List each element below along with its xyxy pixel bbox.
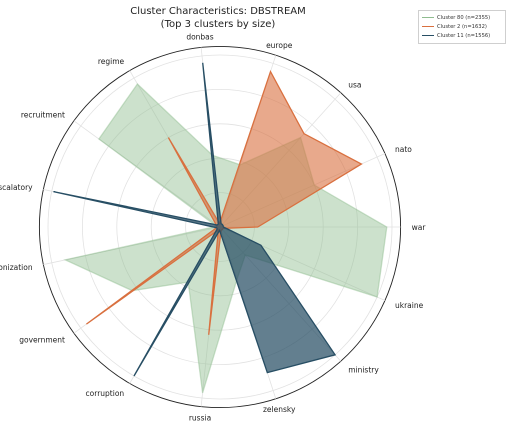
legend-label: Cluster 11 (n=1556) xyxy=(437,32,491,39)
radar-series xyxy=(53,62,388,394)
legend-item-cluster-80: Cluster 80 (n=2355) xyxy=(422,13,502,22)
axis-label-regime: regime xyxy=(98,57,125,66)
legend-label: Cluster 80 (n=2355) xyxy=(437,14,491,21)
axis-label-war: war xyxy=(412,223,427,232)
axis-label-ministry: ministry xyxy=(348,365,379,374)
spoke-weaponization xyxy=(43,226,221,265)
axis-label-usa: usa xyxy=(348,81,361,90)
axis-label-donbas: donbas xyxy=(186,32,213,41)
axis-label-corruption: corruption xyxy=(86,389,125,398)
axis-label-escalatory: escalatory xyxy=(0,183,33,192)
axis-label-russia: russia xyxy=(189,414,211,423)
axis-label-europe: europe xyxy=(266,41,293,50)
series-area-3 xyxy=(53,62,337,377)
axis-labels: war nato usa europe donbas regime recruitment e… xyxy=(0,32,426,422)
legend-item-cluster-2: Cluster 2 (n=1632) xyxy=(422,22,502,31)
axis-label-nato: nato xyxy=(395,145,412,154)
legend-swatch xyxy=(422,17,434,18)
spoke-recruitment xyxy=(73,120,221,228)
legend: Cluster 80 (n=2355) Cluster 2 (n=1632) C… xyxy=(418,10,506,44)
axis-label-government: government xyxy=(19,336,65,345)
chart-title: Cluster Characteristics: DBSTREAM xyxy=(130,6,306,17)
axis-label-weaponization: weaponization xyxy=(0,263,33,272)
legend-swatch xyxy=(422,26,434,27)
legend-swatch xyxy=(422,35,434,36)
axis-label-zelensky: zelensky xyxy=(263,405,296,414)
axis-label-ukraine: ukraine xyxy=(395,301,424,310)
axis-label-recruitment: recruitment xyxy=(21,110,65,119)
chart-subtitle: (Top 3 clusters by size) xyxy=(161,19,276,30)
legend-label: Cluster 2 (n=1632) xyxy=(437,23,487,30)
legend-item-cluster-11: Cluster 11 (n=1556) xyxy=(422,31,502,40)
